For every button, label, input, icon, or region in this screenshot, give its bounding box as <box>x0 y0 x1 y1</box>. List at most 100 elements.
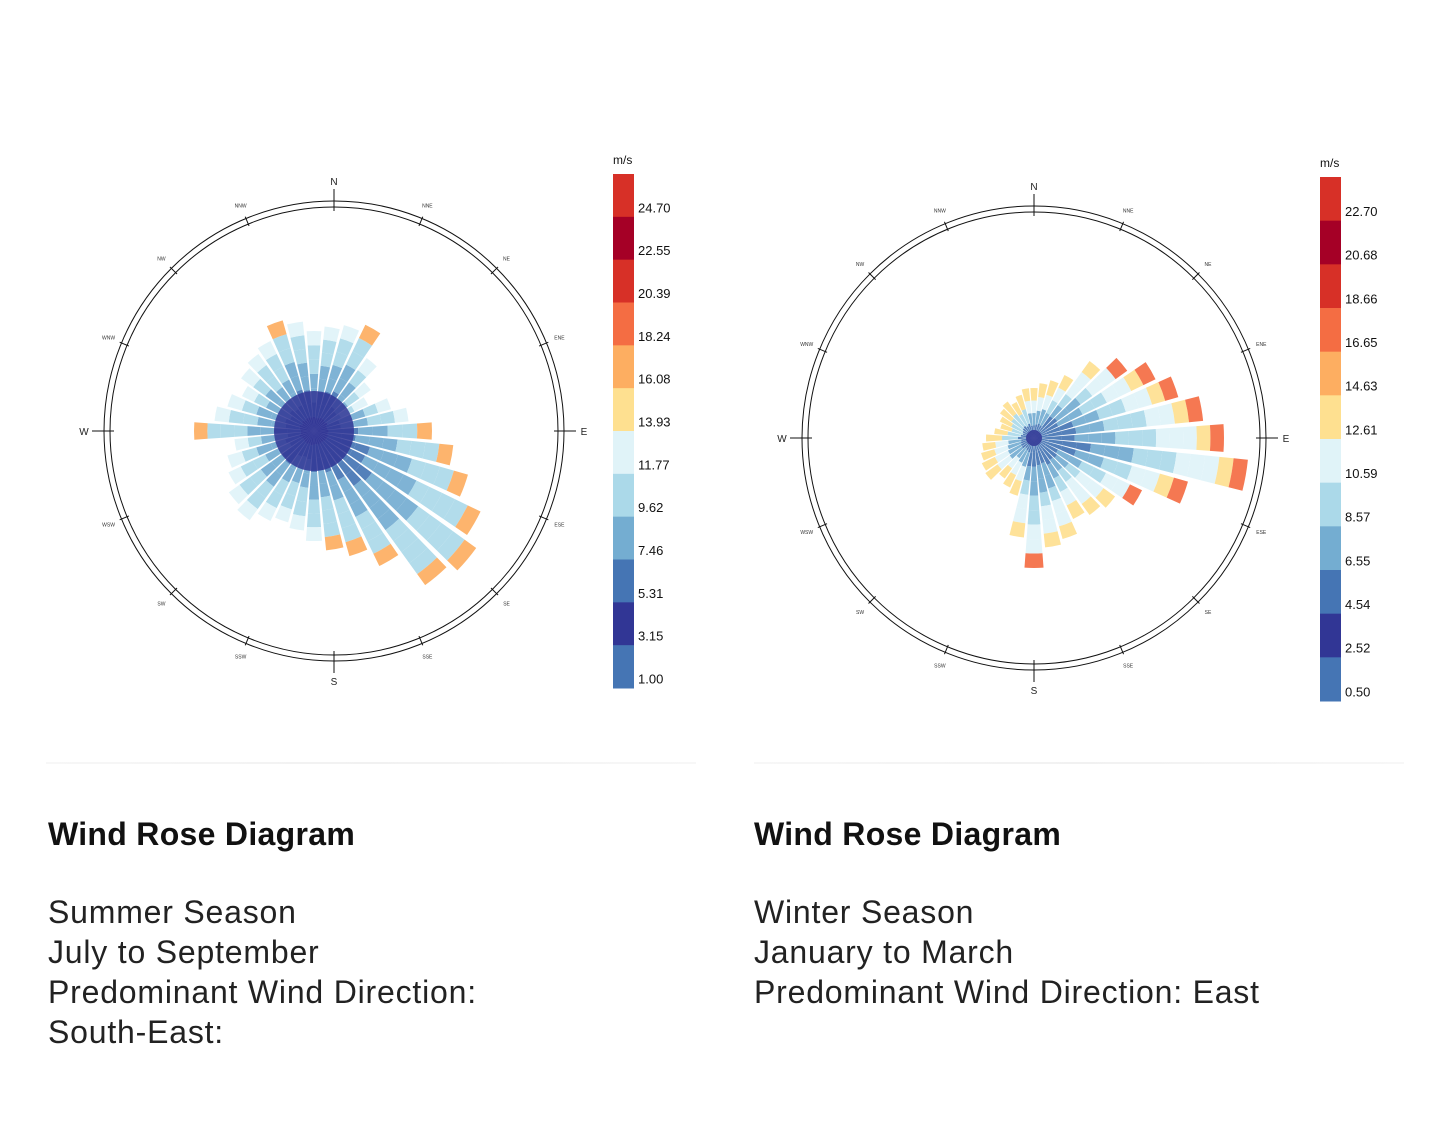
petal-segment <box>241 400 260 415</box>
petal-segment <box>1027 413 1033 426</box>
petal-segment <box>1007 441 1022 450</box>
petal-segment <box>284 361 299 379</box>
direction-label-se: SE <box>1205 610 1212 616</box>
petal-segment <box>1123 369 1144 391</box>
petal-segment <box>325 378 337 394</box>
petal-segment <box>387 424 403 438</box>
winter-wind-rose-chart: N NNE NE ENE E ESE SE SSE S SSW SW WSW W WNW NW NNW m/s 2… <box>777 156 1378 702</box>
direction-label-n: N <box>1030 182 1037 193</box>
petal-segment <box>1021 409 1030 425</box>
petal-segment <box>260 461 277 477</box>
petal-segment <box>306 513 322 528</box>
petal-segment <box>1036 396 1045 412</box>
petal-segment <box>1106 357 1128 380</box>
petal-segment <box>982 441 997 451</box>
petal-segment <box>1040 450 1051 466</box>
petal-segment <box>339 364 356 383</box>
legend-unit: m/s <box>613 153 632 167</box>
petal-segment <box>1128 430 1143 446</box>
petal-segment <box>354 435 370 445</box>
petal-segment <box>1019 413 1029 427</box>
petal-segment <box>1157 403 1175 426</box>
petal-segment <box>1169 427 1184 449</box>
petal-segment <box>1044 473 1056 489</box>
direction-label-sw: SW <box>856 610 864 616</box>
petal-segment <box>257 364 275 383</box>
direction-label-w: W <box>79 427 89 438</box>
petal-segment <box>257 340 277 361</box>
direction-label-ese: ESE <box>1256 530 1267 536</box>
direction-label-nw: NW <box>157 256 166 262</box>
petal-segment <box>344 391 360 407</box>
petal-segment <box>1061 440 1077 449</box>
petal-segment <box>1075 387 1093 405</box>
petal-segment <box>1056 449 1071 461</box>
petal-segment <box>1021 388 1031 402</box>
legend-tick-label: 1.00 <box>638 671 663 686</box>
petal-segment <box>408 480 430 503</box>
petal-segment <box>1158 376 1179 401</box>
petal-segment <box>1013 413 1026 428</box>
petal-segment <box>999 464 1013 479</box>
legend-swatch <box>1320 482 1341 527</box>
petal-segment <box>999 416 1014 427</box>
legend-unit: m/s <box>1320 156 1339 170</box>
petal-segment <box>1015 394 1026 411</box>
petal-segment <box>337 476 353 493</box>
petal-segment <box>281 379 296 396</box>
direction-label-ene: ENE <box>1256 342 1267 348</box>
petal-segment <box>1089 392 1107 409</box>
petal-segment <box>297 362 309 378</box>
compass-tick <box>943 644 949 655</box>
petal-segment <box>286 480 300 497</box>
direction-label-ne: NE <box>503 256 511 262</box>
petal-segment <box>256 406 273 419</box>
petal-segment <box>300 376 310 392</box>
petal-segment <box>234 425 248 437</box>
petal-segment <box>1085 377 1104 396</box>
petal-segment <box>319 482 331 498</box>
caption-direction-value: South-East: <box>48 1014 225 1050</box>
petal-segment <box>1130 410 1147 428</box>
petal-segment <box>323 521 341 538</box>
petal-segment <box>239 477 258 496</box>
compass-tick <box>1119 221 1125 232</box>
petal-segment <box>375 481 396 501</box>
petal-segment <box>1042 394 1053 411</box>
petal-segment <box>349 370 367 388</box>
compass-tick <box>817 523 828 529</box>
legend-swatch <box>613 388 634 432</box>
legend-swatch <box>1320 526 1341 571</box>
petal-segment <box>323 326 340 342</box>
petal-segment <box>1041 415 1053 429</box>
legend-swatch <box>1320 177 1341 222</box>
petal-segment <box>1153 473 1174 498</box>
petal-segment <box>1027 510 1041 525</box>
petal-segment <box>393 528 419 553</box>
petal-segment <box>994 428 1009 436</box>
petal-segment <box>227 451 246 468</box>
legend-tick-label: 7.46 <box>638 543 663 558</box>
petal-segment <box>1040 412 1050 427</box>
compass-tick <box>1119 644 1125 655</box>
direction-label-s: S <box>331 677 338 688</box>
petal-segment <box>253 378 271 396</box>
petal-segment <box>266 320 287 340</box>
compass-tick <box>538 515 549 521</box>
petal-segment <box>266 375 283 393</box>
petal-segment <box>1000 423 1013 432</box>
petal-segment <box>455 505 481 535</box>
summer-panel: N NNE NE ENE E ESE SE SSE S SSW SW WSW W WNW NW NNW m/s 2… <box>0 0 716 1128</box>
petal-segment <box>1115 431 1129 445</box>
petal-segment <box>307 499 321 514</box>
petal-segment <box>1172 452 1191 477</box>
petal-segment <box>1015 465 1026 482</box>
compass-tick <box>418 635 424 646</box>
petal-segment <box>307 345 321 360</box>
petal-segment <box>241 447 260 462</box>
petal-segment <box>1067 455 1083 468</box>
petal-segment <box>1048 485 1061 502</box>
legend-tick-label: 24.70 <box>638 200 671 215</box>
compass-tick <box>244 635 250 646</box>
legend-tick-label: 20.39 <box>638 286 671 301</box>
